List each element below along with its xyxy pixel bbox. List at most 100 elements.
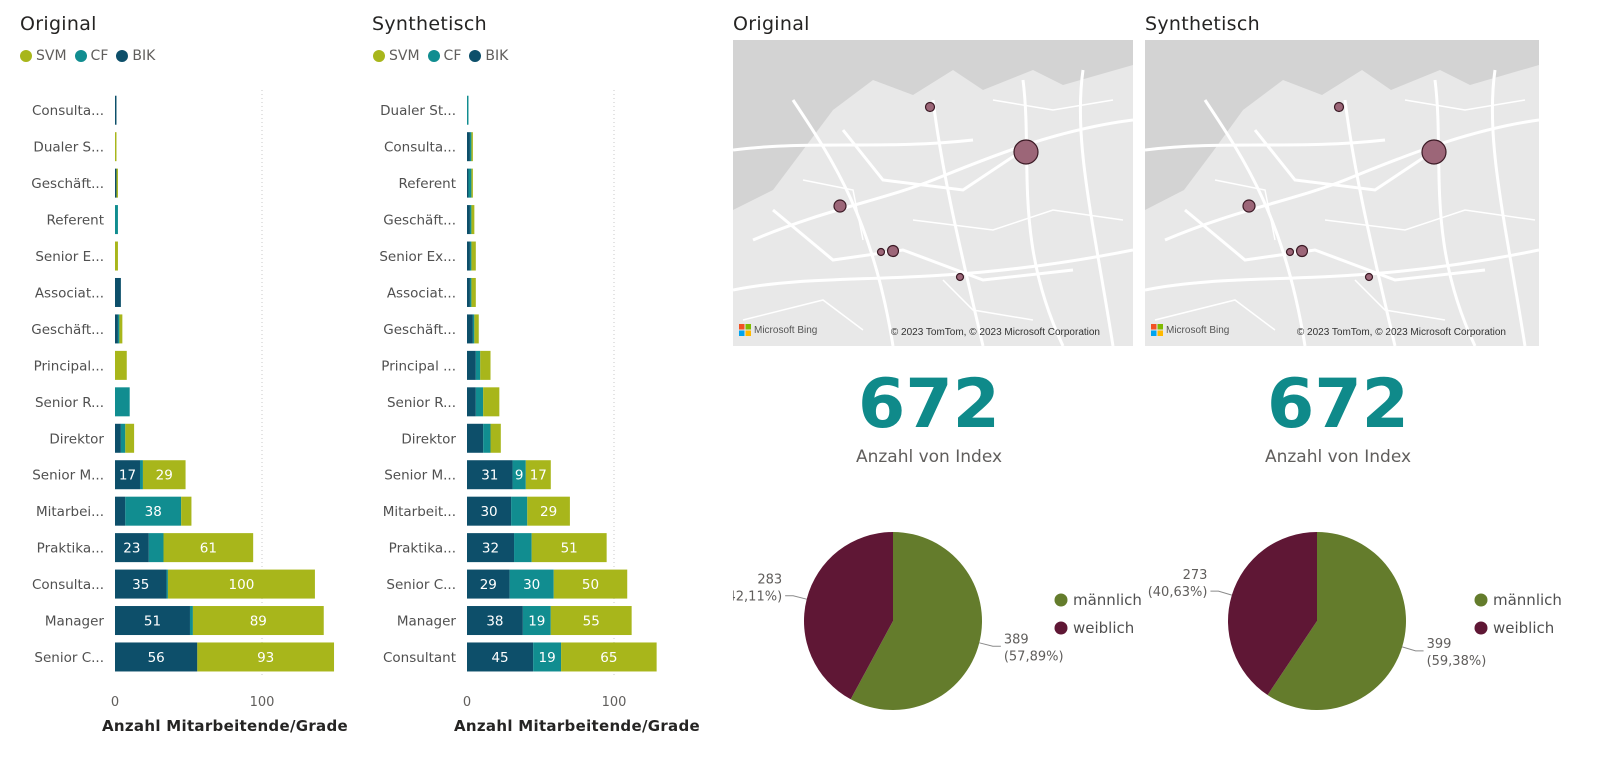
bar-segment-bik[interactable] [115, 496, 126, 526]
map-bubble[interactable] [833, 199, 847, 213]
bar-segment-svm[interactable] [197, 642, 335, 672]
legend-label[interactable]: männlich [1073, 591, 1142, 609]
bar-segment-svm[interactable] [125, 423, 135, 453]
map-bubble[interactable] [1421, 139, 1447, 165]
legend-dot-weiblich[interactable] [1054, 621, 1068, 635]
map-attribution[interactable]: © 2023 TomTom, © 2023 Microsoft Corporat… [890, 327, 1100, 338]
map-bubble[interactable] [924, 101, 936, 113]
bar-segment-svm[interactable] [471, 241, 476, 271]
bar-segment-bik[interactable] [467, 569, 510, 599]
bar-segment-cf[interactable] [475, 350, 481, 380]
bar-segment-cf[interactable] [148, 533, 164, 563]
bar-segment-cf[interactable] [522, 606, 551, 636]
map-bubbles[interactable] [1242, 101, 1447, 282]
legend-dot-maennlich[interactable] [1054, 593, 1068, 607]
bar-segment-bik[interactable] [467, 606, 523, 636]
bar-segment-bik[interactable] [115, 95, 117, 125]
bar-segment-svm[interactable] [471, 205, 475, 235]
bar-segment-bik[interactable] [115, 642, 198, 672]
bar-segment-bik[interactable] [467, 241, 470, 271]
map-bubble[interactable] [1013, 139, 1039, 165]
bar-segment-bik[interactable] [467, 533, 515, 563]
bar-segment-cf[interactable] [509, 569, 554, 599]
bar-segment-svm[interactable] [192, 606, 324, 636]
bar-segment-svm[interactable] [531, 533, 607, 563]
pie-slice-maennlich[interactable] [1267, 532, 1406, 710]
bar-segment-bik[interactable] [115, 569, 167, 599]
bar-segment-svm[interactable] [119, 314, 123, 344]
bar-segment-cf[interactable] [189, 606, 193, 636]
bar-segment-svm[interactable] [163, 533, 254, 563]
pie-slice-weiblich[interactable] [804, 532, 893, 700]
bar-segment-svm[interactable] [181, 496, 192, 526]
legend-item-bik[interactable]: BIK [469, 48, 508, 64]
legend-item-cf[interactable]: CF [427, 48, 461, 64]
bar-segment-cf[interactable] [166, 569, 168, 599]
bar-segment-cf[interactable] [117, 314, 120, 344]
bar-segment-bik[interactable] [115, 533, 149, 563]
bar-segment-bik[interactable] [115, 277, 121, 307]
bar-segment-bik[interactable] [467, 350, 476, 380]
bar-segment-cf[interactable] [115, 387, 130, 417]
bar-segment-cf[interactable] [469, 241, 472, 271]
map-bubble[interactable] [1333, 101, 1345, 113]
map-synthetisch[interactable]: Microsoft Bing © 2023 TomTom, © 2023 Mic… [1145, 40, 1539, 346]
bar-segment-cf[interactable] [472, 314, 475, 344]
map-bubble[interactable] [1285, 247, 1295, 257]
bar-segment-bik[interactable] [467, 205, 470, 235]
bar-segment-cf[interactable] [139, 460, 143, 490]
bar-segment-cf[interactable] [512, 460, 526, 490]
legend-dot-weiblich[interactable] [1474, 621, 1488, 635]
bar-segment-cf[interactable] [125, 496, 182, 526]
map-attribution[interactable]: © 2023 TomTom, © 2023 Microsoft Corporat… [1296, 327, 1506, 338]
bar-segment-bik[interactable] [467, 168, 469, 198]
map-bubble[interactable] [955, 272, 965, 282]
bar-segment-bik[interactable] [467, 277, 470, 307]
map-bubble[interactable] [1242, 199, 1256, 213]
bar-segment-bik[interactable] [467, 496, 512, 526]
bar-segment-cf[interactable] [483, 423, 491, 453]
bar-segment-bik[interactable] [467, 460, 513, 490]
legend-dot-maennlich[interactable] [1474, 593, 1488, 607]
bar-segment-svm[interactable] [525, 460, 551, 490]
bar-segment-cf[interactable] [469, 205, 472, 235]
bar-segment-bik[interactable] [115, 314, 118, 344]
legend-label[interactable]: weiblich [1073, 619, 1134, 637]
legend-item-svm[interactable]: SVM [373, 48, 420, 64]
bar-segment-svm[interactable] [480, 350, 491, 380]
bar-segment-svm[interactable] [115, 132, 117, 162]
bar-segment-svm[interactable] [142, 460, 186, 490]
bar-segment-svm[interactable] [483, 387, 500, 417]
bar-segment-cf[interactable] [120, 423, 126, 453]
bar-segment-svm[interactable] [561, 642, 657, 672]
bar-segment-cf[interactable] [469, 277, 472, 307]
bar-segment-cf[interactable] [468, 168, 472, 198]
map-bubble[interactable] [1295, 244, 1309, 258]
map-bubbles[interactable] [833, 101, 1039, 282]
bar-segment-svm[interactable] [490, 423, 501, 453]
bar-segment-svm[interactable] [167, 569, 315, 599]
bar-segment-bik[interactable] [115, 460, 140, 490]
bar-segment-cf[interactable] [467, 95, 469, 125]
bar-segment-svm[interactable] [550, 606, 632, 636]
bar-segment-cf[interactable] [469, 132, 472, 162]
bar-segment-cf[interactable] [475, 387, 484, 417]
bar-segment-bik[interactable] [467, 642, 534, 672]
bar-segment-bik[interactable] [467, 423, 484, 453]
bar-segment-bik[interactable] [115, 606, 190, 636]
bar-segment-cf[interactable] [115, 205, 118, 235]
map-bubble[interactable] [886, 244, 900, 258]
bar-segment-svm[interactable] [471, 132, 473, 162]
legend-item-svm[interactable]: SVM [20, 48, 67, 64]
map-bubble[interactable] [1364, 272, 1374, 282]
legend-label[interactable]: männlich [1493, 591, 1562, 609]
map-original[interactable]: Microsoft Bing © 2023 TomTom, © 2023 Mic… [733, 40, 1133, 346]
bar-segment-bik[interactable] [467, 314, 473, 344]
bar-segment-bik[interactable] [115, 168, 117, 198]
bar-segment-cf[interactable] [514, 533, 532, 563]
bar-segment-svm[interactable] [115, 350, 127, 380]
bar-segment-bik[interactable] [467, 132, 470, 162]
bar-segment-svm[interactable] [553, 569, 628, 599]
map-bubble[interactable] [876, 247, 886, 257]
bar-segment-svm[interactable] [471, 168, 473, 198]
